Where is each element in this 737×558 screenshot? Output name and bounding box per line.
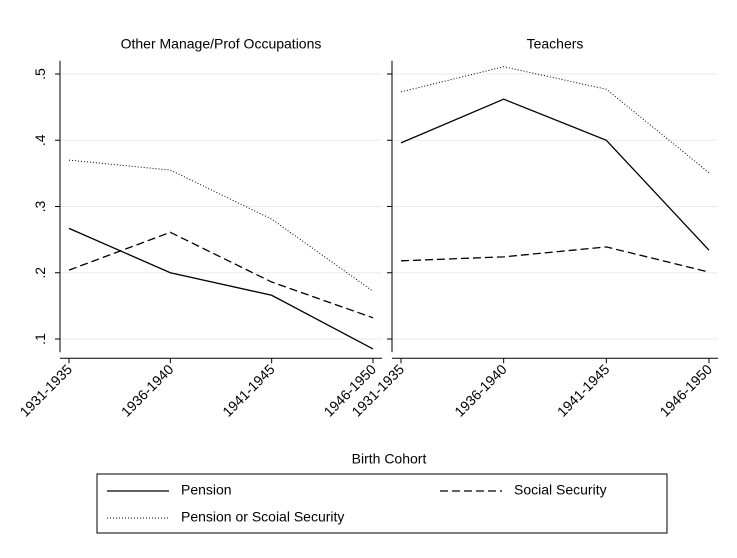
y-tick-label: .2 xyxy=(32,267,48,279)
x-axis-label: Birth Cohort xyxy=(352,451,427,467)
legend-label: Pension or Scoial Security xyxy=(181,509,344,525)
series-line xyxy=(68,231,374,319)
y-tick-label: .5 xyxy=(32,68,48,80)
legend-label: Pension xyxy=(181,482,232,498)
panel-title: Teachers xyxy=(527,36,584,52)
y-tick-label: .3 xyxy=(32,200,48,212)
panel-title: Other Manage/Prof Occupations xyxy=(121,36,322,52)
y-tick-label: .1 xyxy=(32,333,48,345)
series-line xyxy=(400,66,710,174)
legend-box xyxy=(96,473,668,534)
series-line xyxy=(400,98,710,251)
series-line xyxy=(400,246,710,273)
series-line xyxy=(68,159,374,292)
y-tick-label: .4 xyxy=(32,134,48,146)
legend-label: Social Security xyxy=(514,482,607,498)
